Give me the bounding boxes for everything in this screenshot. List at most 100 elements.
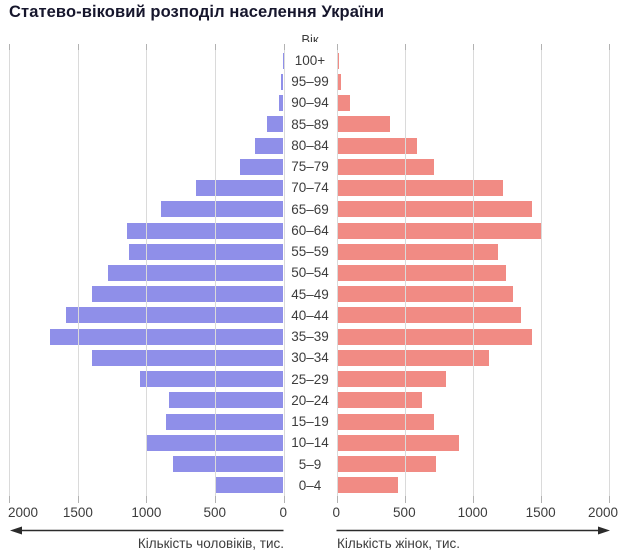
bar-female-35–39 [336,328,533,345]
gridline-female-1500 [540,50,542,496]
bar-female-20–24 [336,392,423,409]
age-label-80–84: 80–84 [291,137,329,153]
bar-female-65–69 [336,201,533,218]
age-label-85–89: 85–89 [291,116,329,132]
gridline-female-500 [404,50,406,496]
bar-female-30–34 [336,349,489,366]
age-label-20–24: 20–24 [291,392,329,408]
bar-female-100+ [336,52,340,69]
bar-male-45–49 [92,286,284,303]
age-label-30–34: 30–34 [291,350,329,366]
age-label-45–49: 45–49 [291,286,329,302]
bar-male-55–59 [128,243,284,260]
bar-male-100+ [282,52,284,69]
tickmark-top-female-500 [404,44,406,50]
tickmark-bottom-female-0 [336,496,338,503]
tick-label-male-0: 0 [279,505,288,520]
bar-female-60–64 [336,222,541,239]
age-label-10–14: 10–14 [291,435,329,451]
tickmark-top-male-0 [283,44,285,50]
tickmark-bottom-male-1500 [77,496,79,503]
gridline-male-2000 [9,50,11,496]
tickmark-bottom-female-2000 [608,496,610,503]
bar-female-70–74 [336,180,503,197]
tickmark-bottom-male-0 [283,496,285,503]
tickmark-bottom-female-500 [404,496,406,503]
bar-male-35–39 [49,328,284,345]
tickmark-top-female-0 [336,44,338,50]
male-axis-label: Кількість чоловіків, тис. [137,536,284,551]
gridline-female-1000 [472,50,474,496]
tickmark-bottom-male-500 [214,496,216,503]
tickmark-top-male-500 [214,44,216,50]
bar-male-60–64 [127,222,284,239]
tick-label-male-1000: 1000 [131,505,162,520]
bar-male-20–24 [169,392,284,409]
tickmark-bottom-male-1000 [146,496,148,503]
tickmark-top-female-2000 [608,44,610,50]
bar-female-85–89 [336,116,390,133]
bar-female-15–19 [336,413,434,430]
gridline-male-0 [283,50,285,496]
bar-male-10–14 [145,434,284,451]
tick-label-male-2000: 2000 [8,505,39,520]
age-label-55–59: 55–59 [291,244,329,260]
age-label-40–44: 40–44 [291,307,329,323]
tickmark-top-female-1500 [540,44,542,50]
bar-female-95–99 [336,73,341,90]
gridline-male-1000 [146,50,148,496]
age-label-25–29: 25–29 [291,371,329,387]
age-label-75–79: 75–79 [291,159,329,175]
bar-female-5–9 [336,456,436,473]
tick-label-female-1000: 1000 [457,505,488,520]
bar-male-50–54 [108,265,284,281]
tick-label-male-1500: 1500 [62,505,93,520]
bar-female-45–49 [336,286,514,303]
female-axis-label: Кількість жінок, тис. [337,536,461,551]
bar-male-5–9 [173,456,284,473]
age-label-95–99: 95–99 [291,74,329,90]
bar-female-90–94 [336,95,351,112]
bar-male-40–44 [65,307,284,324]
bar-male-65–69 [161,201,284,218]
bar-male-80–84 [255,137,284,154]
age-label-50–54: 50–54 [291,265,329,281]
gridline-male-500 [214,50,216,496]
age-label-100+: 100+ [294,53,326,68]
bar-female-10–14 [336,434,459,451]
bar-male-0–4 [214,477,284,494]
bar-female-80–84 [336,137,417,154]
bar-male-70–74 [196,180,284,197]
age-label-35–39: 35–39 [291,329,329,345]
chart-title: Статево-віковий розподіл населення Украї… [9,3,385,21]
tickmark-top-female-1000 [472,44,474,50]
age-label-15–19: 15–19 [291,414,329,430]
tick-label-female-500: 500 [393,505,416,520]
age-label-90–94: 90–94 [291,95,329,111]
bar-male-30–34 [92,349,284,366]
bar-female-50–54 [336,265,506,281]
bar-male-75–79 [240,158,284,175]
bar-female-75–79 [336,158,434,175]
tick-label-male-500: 500 [203,505,226,520]
tick-label-female-0: 0 [332,505,341,520]
tickmark-bottom-female-1000 [472,496,474,503]
age-label-column [283,42,337,496]
tickmark-bottom-male-2000 [9,496,11,503]
gridline-male-1500 [77,50,79,496]
bar-female-25–29 [336,371,447,388]
bar-female-0–4 [336,477,398,494]
tick-label-female-1500: 1500 [525,505,556,520]
tickmark-bottom-female-1500 [540,496,542,503]
bar-male-25–29 [140,371,284,388]
tick-label-female-2000: 2000 [588,505,619,520]
bar-male-90–94 [278,95,284,112]
gridline-female-2000 [608,50,610,496]
bar-male-95–99 [281,73,284,90]
age-label-60–64: 60–64 [291,222,329,238]
age-label-5–9: 5–9 [298,456,322,472]
bar-male-15–19 [165,413,284,430]
tickmark-top-male-1500 [77,44,79,50]
